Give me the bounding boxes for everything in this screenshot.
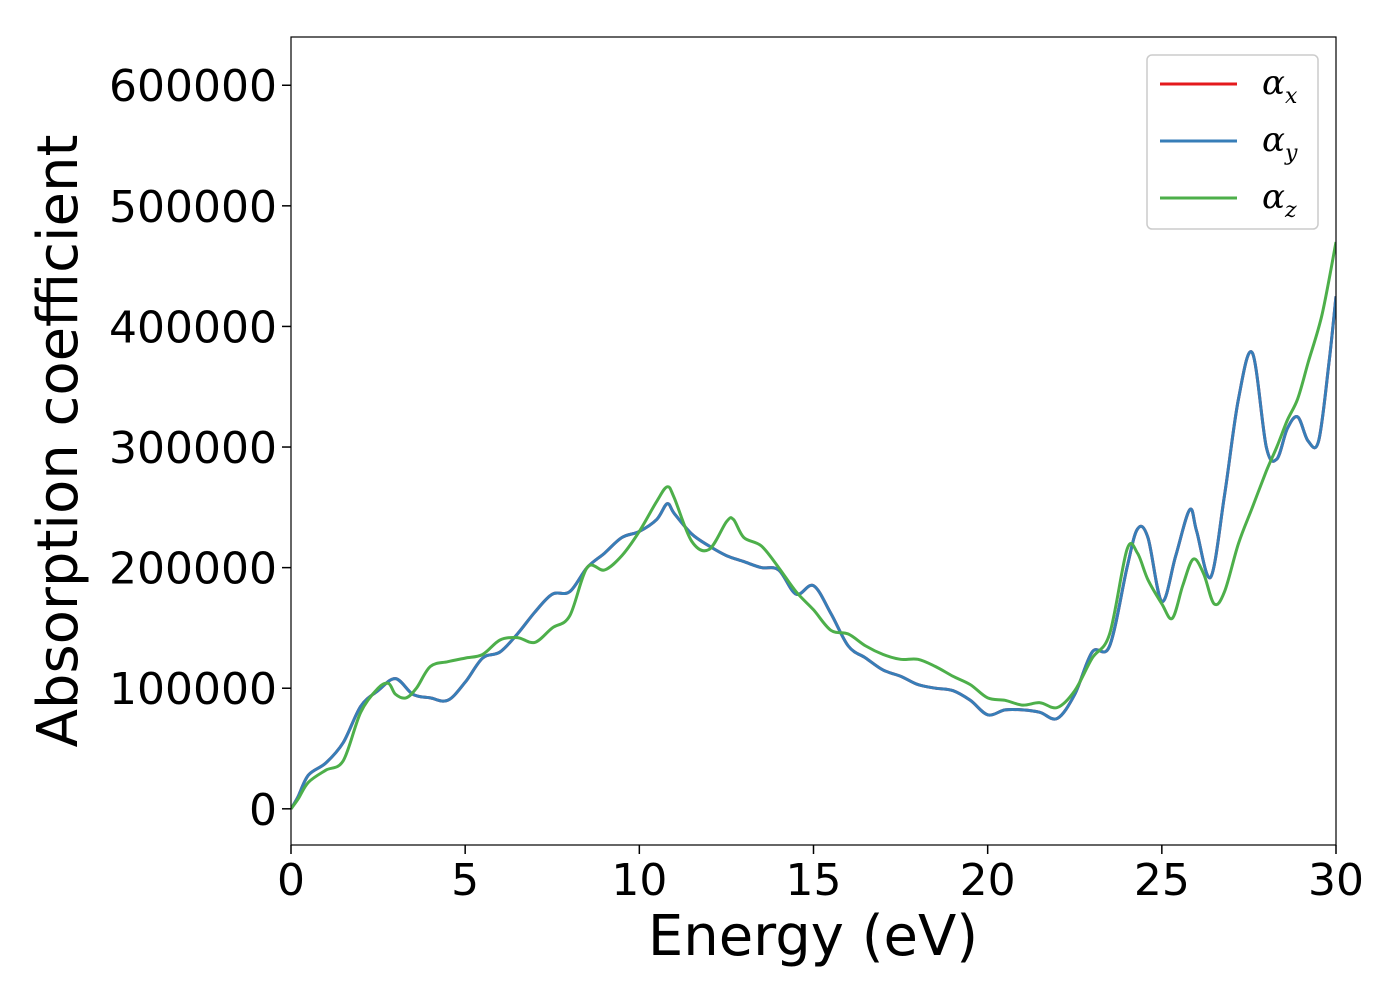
x-axis-label: Energy (eV) — [648, 904, 978, 969]
x-tick-label: 15 — [786, 855, 842, 906]
y-tick-label: 200000 — [109, 544, 277, 595]
series-line-z — [291, 241, 1336, 810]
series-line-y — [291, 296, 1336, 810]
y-axis-label: Absorption coefficient — [26, 135, 91, 748]
x-tick-label: 10 — [611, 855, 667, 906]
y-tick-label: 600000 — [109, 61, 277, 112]
y-axis: 0 100000 200000 300000 400000 500000 600000 — [109, 61, 291, 836]
y-tick-label: 500000 — [109, 182, 277, 233]
series-layer — [291, 241, 1336, 810]
y-tick-label: 400000 — [109, 302, 277, 353]
legend: αx αy αz — [1146, 54, 1319, 230]
x-axis: 0 5 10 15 20 25 30 — [277, 845, 1364, 906]
x-tick-label: 5 — [451, 855, 479, 906]
x-tick-label: 30 — [1308, 855, 1364, 906]
y-tick-label: 300000 — [109, 423, 277, 474]
y-tick-label: 0 — [249, 785, 277, 836]
legend-label-x: αx — [1262, 63, 1298, 109]
y-tick-label: 100000 — [109, 664, 277, 715]
legend-label-z: αz — [1262, 177, 1297, 223]
x-tick-label: 25 — [1134, 855, 1190, 906]
x-tick-label: 20 — [960, 855, 1016, 906]
legend-label-y: αy — [1262, 120, 1298, 166]
x-tick-label: 0 — [277, 855, 305, 906]
